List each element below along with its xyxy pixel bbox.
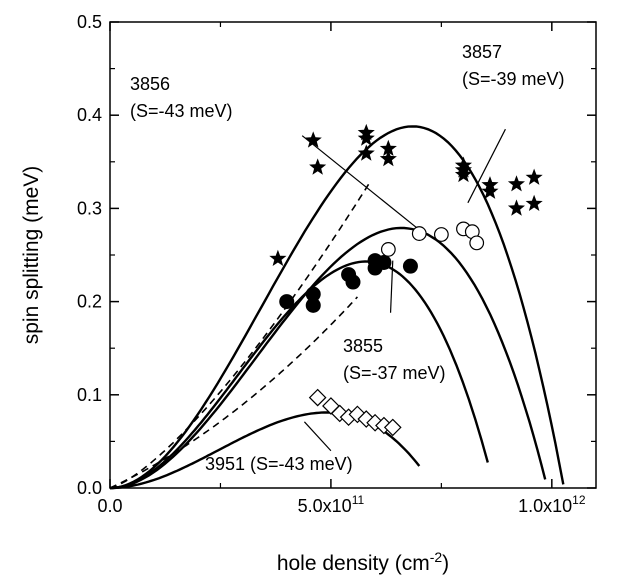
- label-3855-line-1: (S=-37 meV): [343, 363, 446, 383]
- x-axis-label-text: hole density (cm: [277, 552, 430, 575]
- annotation-pointers: [301, 128, 506, 452]
- x-axis-label-close: ): [442, 552, 449, 575]
- x-axis-label: hole density (cm-2): [277, 549, 449, 575]
- marker-star-12: [481, 182, 499, 199]
- data-markers: [269, 123, 543, 437]
- marker-star-0: [269, 249, 287, 266]
- y-axis-label: spin splitting (meV): [20, 166, 43, 345]
- marker-filled-circle-8: [402, 258, 418, 274]
- marker-star-14: [525, 168, 543, 185]
- label-3855-line-0: 3855: [343, 336, 383, 356]
- marker-star-6: [379, 139, 397, 156]
- label-3951-line-0: 3951 (S=-43 meV): [205, 454, 353, 474]
- marker-star-1: [304, 131, 322, 148]
- marker-open-diamond-5: [357, 410, 376, 428]
- fit-curve-solid-1: [109, 226, 547, 490]
- fit-curve-dashed-5: [109, 296, 359, 489]
- marker-open-diamond-0: [308, 388, 327, 407]
- marker-star-16: [525, 194, 543, 211]
- marker-open-circle-5: [469, 235, 485, 251]
- y-tick-label-5: 0.5: [77, 12, 102, 32]
- marker-star-4: [357, 129, 375, 146]
- marker-open-diamond-6: [366, 413, 384, 432]
- fit-curve-dashed-4: [109, 180, 372, 489]
- y-tick-label-3: 0.3: [77, 198, 102, 218]
- annotation-labels: 3857 (S=-39 meV) 3856 (S=-43 meV) 3855 (S=-37…: [130, 42, 565, 474]
- label-3856-line-0: 3856: [130, 74, 170, 94]
- marker-filled-circle-4: [345, 274, 361, 290]
- marker-filled-circle-7: [376, 254, 392, 270]
- marker-open-diamond-8: [383, 418, 402, 437]
- marker-star-13: [507, 175, 525, 192]
- x-tick-label-1: 5.0x1011: [298, 493, 365, 516]
- marker-filled-circle-2: [305, 297, 321, 313]
- marker-open-circle-2: [433, 227, 449, 242]
- marker-filled-circle-1: [305, 286, 321, 302]
- y-tick-label-4: 0.4: [77, 105, 102, 125]
- axis-ticks: 0.0 0.1 0.2 0.3 0.4 0.5 0.0 5.0x1011 1.0x1012: [77, 12, 596, 516]
- label-3855-pointer: [389, 260, 394, 313]
- marker-open-circle-0: [380, 242, 396, 257]
- label-3857-pointer: [467, 128, 506, 204]
- label-3857-line-0: 3857: [462, 42, 502, 62]
- marker-open-circle-1: [411, 226, 427, 241]
- label-3856-pointer: [301, 135, 420, 231]
- x-tick-label-2: 1.0x1012: [518, 493, 586, 516]
- x-axis-label-exponent: -2: [430, 549, 443, 565]
- marker-star-10: [454, 165, 472, 183]
- marker-star-5: [357, 144, 375, 161]
- label-3951-pointer: [303, 421, 332, 452]
- y-tick-label-1: 0.1: [77, 385, 102, 405]
- marker-star-15: [507, 199, 525, 216]
- y-tick-label-2: 0.2: [77, 292, 102, 312]
- fit-curve-solid-0: [109, 125, 565, 490]
- label-3857-line-1: (S=-39 meV): [462, 69, 565, 89]
- y-tick-label-0: 0.0: [77, 478, 102, 498]
- fit-curves: [109, 125, 565, 490]
- label-3856-line-1: (S=-43 meV): [130, 101, 233, 121]
- marker-filled-circle-0: [279, 294, 295, 310]
- fit-curve-solid-2: [109, 260, 489, 490]
- marker-star-2: [309, 158, 327, 175]
- x-tick-label-0: 0.0: [97, 496, 122, 516]
- marker-star-7: [379, 150, 397, 167]
